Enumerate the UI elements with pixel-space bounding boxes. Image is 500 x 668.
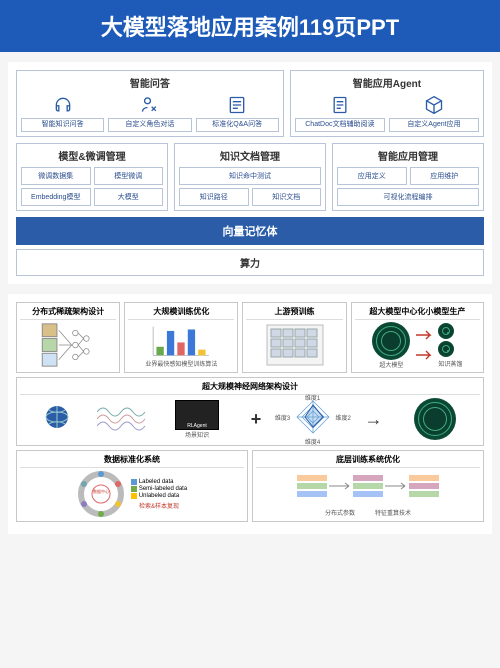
- cell-title: 超大模型中心化小模型生产: [355, 306, 480, 320]
- legend: Labeled data Semi-labeled data Unlabeled…: [131, 478, 187, 510]
- user-edit-icon: [139, 94, 161, 116]
- group-title: 智能应用管理: [337, 148, 479, 163]
- radar-label: 维度3: [275, 413, 290, 422]
- label: 知识蒸馏: [438, 359, 462, 368]
- cell-nn-arch: 超大规模神经网络架构设计 RLAgent 场景知识 +: [16, 377, 484, 446]
- chip: 大模型: [94, 188, 164, 206]
- cell-title: 底层训练系统优化: [256, 454, 480, 468]
- pipeline-panel: 分布式稀疏架构设计 大规模训练优化 业界最: [8, 294, 492, 534]
- chip: 模型微调: [94, 167, 164, 185]
- cell-distill: 超大模型中心化小模型生产 超大模型 知识蒸馏: [351, 302, 484, 373]
- page-title: 大模型落地应用案例119页PPT: [0, 0, 500, 52]
- chip: 知识命中测试: [179, 167, 321, 185]
- label: 场景知识: [175, 430, 219, 439]
- feature-label: 自定义Agent应用: [389, 118, 479, 132]
- grid-thumb-icon: [265, 323, 325, 367]
- arrows-icon: [414, 325, 434, 365]
- label: 超大模型: [372, 360, 410, 369]
- feature-label: ChatDoc文档辅助阅读: [295, 118, 385, 132]
- section-agent: 智能应用Agent ChatDoc文档辅助阅读 自定义Agent应用: [290, 70, 484, 137]
- group-title: 模型&微调管理: [21, 148, 163, 163]
- cell-title: 分布式稀疏架构设计: [20, 306, 116, 320]
- chip: Embedding模型: [21, 188, 91, 206]
- section-title: 智能应用Agent: [295, 75, 479, 90]
- cell-title: 上游预训练: [246, 306, 342, 320]
- plus-icon: +: [247, 409, 266, 430]
- cell-title: 数据标准化系统: [20, 454, 244, 468]
- hub-ring-icon: 数据中心: [77, 470, 125, 518]
- radar-chart-icon: [293, 397, 333, 437]
- cell-title: 大规模训练优化: [128, 306, 234, 320]
- cell-dist-sparse: 分布式稀疏架构设计: [16, 302, 120, 373]
- sub-label: 特征重算技术: [375, 508, 411, 517]
- thumbnails-icon: [38, 322, 98, 368]
- swatch: [131, 486, 137, 492]
- cell-train-sys: 底层训练系统优化 分布式参数 特征重算技术: [252, 450, 484, 522]
- radar-label: 维度2: [336, 413, 351, 422]
- network-ball-icon: [438, 341, 454, 357]
- legend-label: Semi-labeled data: [139, 486, 187, 492]
- chip: 应用定义: [337, 167, 407, 185]
- chip: 知识文档: [252, 188, 322, 206]
- feature-card: 自定义Agent应用: [389, 94, 479, 132]
- cell-pretrain: 上游预训练: [242, 302, 346, 373]
- cube-icon: [423, 94, 445, 116]
- network-ball-icon: [438, 323, 454, 339]
- chip: 微调数据集: [21, 167, 91, 185]
- legend-label: Unlabeled data: [139, 493, 179, 499]
- pipeline-icon: [293, 471, 443, 505]
- architecture-panel: 智能问答 智能知识问答 自定义角色对话 标准化Q&A问答 智能应用Agent: [8, 62, 492, 284]
- feature-card: 标准化Q&A问答: [196, 94, 279, 132]
- network-ball-icon: [414, 398, 456, 440]
- group-model-ft: 模型&微调管理 微调数据集 模型微调 Embedding模型 大模型: [16, 143, 168, 211]
- group-app-mgmt: 智能应用管理 应用定义 应用维护 可视化流程编排: [332, 143, 484, 211]
- bar-chart: [146, 323, 216, 359]
- feature-card: ChatDoc文档辅助阅读: [295, 94, 385, 132]
- arrow-icon: →: [361, 409, 387, 430]
- chip: 应用维护: [410, 167, 480, 185]
- network-ball-icon: [372, 322, 410, 360]
- section-qa: 智能问答 智能知识问答 自定义角色对话 标准化Q&A问答: [16, 70, 284, 137]
- doc-icon: [329, 94, 351, 116]
- feature-card: 自定义角色对话: [108, 94, 191, 132]
- svg-text:数据中心: 数据中心: [93, 488, 109, 494]
- headset-icon: [52, 94, 74, 116]
- group-knowledge: 知识文档管理 知识命中测试 知识路径 知识文档: [174, 143, 326, 211]
- qa-sheet-icon: [226, 94, 248, 116]
- cell-data-std: 数据标准化系统 数据中心 Labeled data Semi-labeled d…: [16, 450, 248, 522]
- legend-label: Labeled data: [139, 479, 174, 485]
- feature-label: 标准化Q&A问答: [196, 118, 279, 132]
- band-vector-memory: 向量记忆体: [16, 217, 484, 245]
- swatch: [131, 493, 137, 499]
- group-title: 知识文档管理: [179, 148, 321, 163]
- feature-label: 自定义角色对话: [108, 118, 191, 132]
- band-compute: 算力: [16, 249, 484, 276]
- screen-icon: RLAgent: [175, 400, 219, 430]
- chip: 知识路径: [179, 188, 249, 206]
- wave-lines-icon: [97, 402, 147, 436]
- cell-train-opt: 大规模训练优化 业界最快感知模型训练算法: [124, 302, 238, 373]
- globe-icon: [44, 404, 70, 434]
- feature-label: 智能知识问答: [21, 118, 104, 132]
- chart-caption: 业界最快感知模型训练算法: [145, 359, 217, 368]
- feature-card: 智能知识问答: [21, 94, 104, 132]
- swatch: [131, 479, 137, 485]
- sub-label: 分布式参数: [325, 508, 355, 517]
- section-title: 智能问答: [21, 75, 279, 90]
- cell-title: 超大规模神经网络架构设计: [20, 381, 480, 395]
- radar-label: 维度1: [305, 393, 320, 402]
- legend-footer: 检索&样本复现: [131, 501, 187, 510]
- chip: 可视化流程编排: [337, 188, 479, 206]
- radar-label: 维度4: [305, 437, 320, 446]
